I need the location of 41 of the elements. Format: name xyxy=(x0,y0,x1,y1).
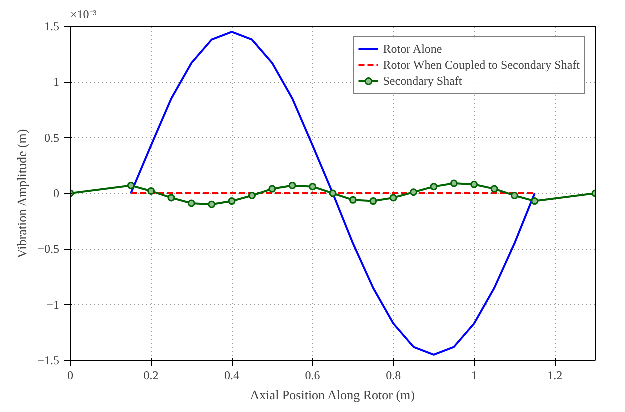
point xyxy=(390,194,398,202)
point xyxy=(450,180,458,188)
x-tick-label: 0.6 xyxy=(305,368,320,382)
point xyxy=(410,188,418,196)
y-tick-label: 1 xyxy=(54,75,60,90)
y-axis-title: Vibration Amplitude (m) xyxy=(14,129,30,258)
point xyxy=(148,188,156,196)
x-tick-label: 1 xyxy=(471,368,478,382)
point xyxy=(531,198,539,206)
y-tick-label: −1.5 xyxy=(38,354,60,368)
legend-label: Rotor When Coupled to Secondary Shaft xyxy=(383,57,580,73)
point xyxy=(168,194,176,202)
point xyxy=(430,183,438,191)
y-tick-label: −0.5 xyxy=(38,242,60,256)
point xyxy=(248,192,256,200)
point xyxy=(309,183,317,191)
x-tick-label: 0.4 xyxy=(224,368,240,382)
point xyxy=(268,185,276,193)
point xyxy=(510,192,518,200)
x-tick-label: 0.8 xyxy=(386,368,402,382)
point xyxy=(329,190,337,198)
legend-label: Rotor Alone xyxy=(383,41,442,57)
point xyxy=(490,185,498,193)
point xyxy=(288,182,296,190)
y-tick-label: −1 xyxy=(46,298,60,312)
point xyxy=(370,198,378,206)
y-tick-label: 1.5 xyxy=(44,20,60,34)
text: ×10⁻³ xyxy=(70,8,98,22)
point xyxy=(228,198,236,206)
y-tick-label: 0.5 xyxy=(44,130,60,145)
legend-label: Secondary Shaft xyxy=(383,73,462,89)
y-tick-label: 0 xyxy=(54,186,60,200)
point xyxy=(208,200,216,208)
x-tick-label: 0 xyxy=(68,368,74,382)
point xyxy=(127,182,135,190)
point xyxy=(188,200,196,208)
x-tick-label: 1.2 xyxy=(548,368,563,382)
point xyxy=(470,180,478,188)
x-tick-label: 0.2 xyxy=(144,368,159,382)
point xyxy=(349,196,357,204)
x-axis-title: Axial Position Along Rotor (m) xyxy=(250,388,415,402)
